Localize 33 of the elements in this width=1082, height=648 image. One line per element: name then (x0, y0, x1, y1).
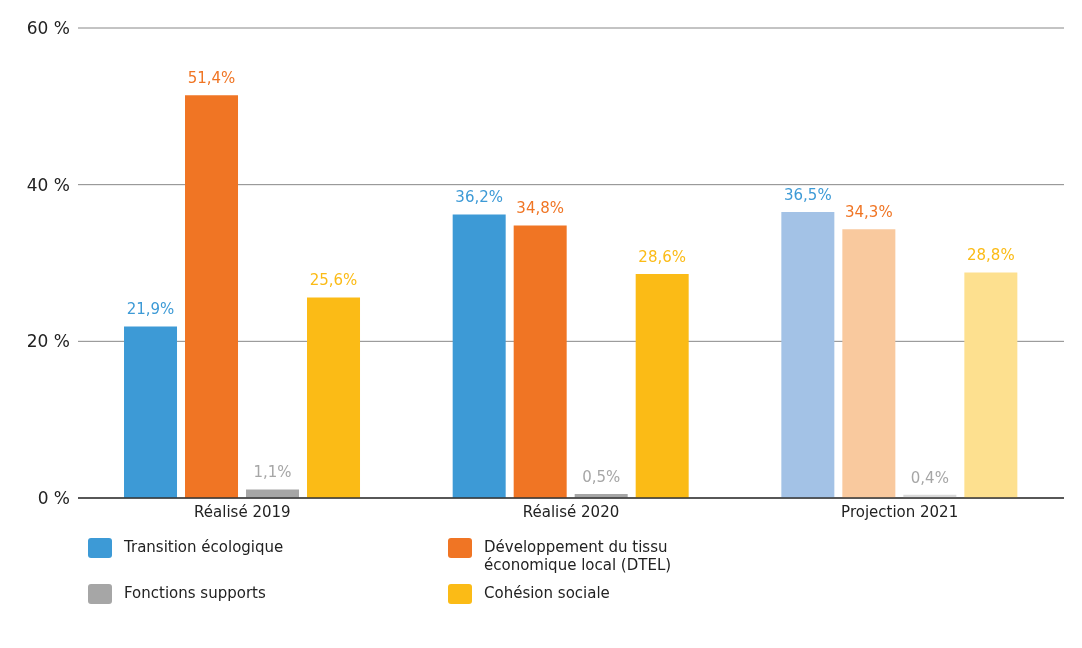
bar (124, 326, 178, 498)
y-tick-label: 40 % (26, 174, 70, 195)
bar (635, 273, 689, 498)
legend-label: Développement du tissu économique local (DTEL) (484, 538, 673, 574)
y-tick-label: 20 % (26, 331, 70, 352)
data-label: 28,8% (967, 246, 1015, 265)
data-label: 34,3% (845, 203, 893, 222)
bar (513, 225, 567, 498)
data-label: 36,2% (455, 188, 504, 207)
legend-label: Transition écologique (124, 538, 284, 556)
bar (246, 489, 300, 498)
x-tick-label: Projection 2021 (841, 502, 959, 521)
data-label: 21,9% (126, 300, 175, 319)
data-label: 25,6% (309, 271, 358, 290)
y-tick-label: 0 % (37, 488, 70, 509)
data-label: 34,8% (516, 199, 565, 218)
bar (842, 229, 896, 498)
bar (964, 272, 1018, 498)
bar (307, 297, 361, 498)
bar (781, 212, 835, 498)
data-label: 36,5% (784, 186, 832, 205)
data-label: 28,6% (638, 247, 687, 266)
bar (452, 214, 506, 498)
bar (185, 95, 239, 498)
data-label: 0,5% (582, 468, 621, 487)
legend-label: Fonctions supports (124, 584, 266, 602)
data-label: 1,1% (253, 463, 292, 482)
x-tick-label: Réalisé 2020 (522, 502, 620, 521)
data-label: 51,4% (187, 69, 236, 88)
x-tick-label: Réalisé 2019 (194, 502, 291, 521)
legend-label: Cohésion sociale (484, 584, 610, 602)
data-label: 0,4% (910, 468, 949, 487)
y-tick-label: 60 % (26, 18, 70, 39)
